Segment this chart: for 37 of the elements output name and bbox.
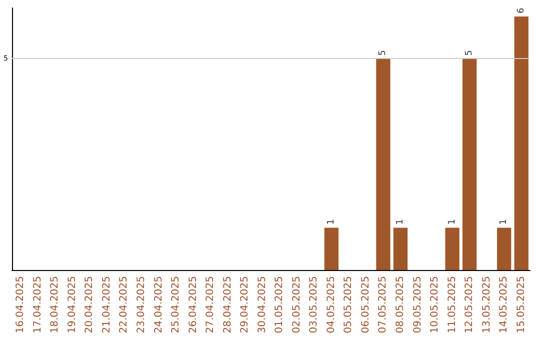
x-tick-label: 13.05.2025 xyxy=(481,276,492,334)
data-label: 1 xyxy=(499,219,510,225)
x-tick-label: 04.05.2025 xyxy=(326,276,337,334)
x-tick-label: 19.04.2025 xyxy=(66,276,78,334)
data-label: 1 xyxy=(396,219,406,225)
x-tick-label: 16.04.2025 xyxy=(15,276,26,334)
x-tick-label: 02.05.2025 xyxy=(291,276,302,334)
x-tick-label: 25.04.2025 xyxy=(170,276,182,334)
data-label: 6 xyxy=(516,7,526,14)
x-tick-label: 09.05.2025 xyxy=(412,276,424,334)
x-tick-label: 30.04.2025 xyxy=(256,276,268,334)
x-tick-label: 11.05.2025 xyxy=(446,276,458,334)
x-tick-label: 22.04.2025 xyxy=(118,276,130,334)
x-tick-label: 20.04.2025 xyxy=(84,276,96,334)
data-label: 1 xyxy=(447,219,458,225)
x-tick-label: 26.04.2025 xyxy=(188,276,199,334)
x-tick-label: 18.04.2025 xyxy=(50,276,61,334)
x-tick-label: 27.04.2025 xyxy=(205,276,216,334)
data-label: 5 xyxy=(378,50,388,56)
x-tick-label: 07.05.2025 xyxy=(378,276,389,334)
x-tick-label: 21.04.2025 xyxy=(101,276,112,334)
x-tick-label: 23.04.2025 xyxy=(136,276,147,334)
x-tick-label: 29.04.2025 xyxy=(240,276,251,334)
x-tick-label: 28.04.2025 xyxy=(222,276,234,334)
x-tick-label: 01.05.2025 xyxy=(274,276,286,334)
x-tick-label: 15.05.2025 xyxy=(516,276,527,334)
data-label: 5 xyxy=(464,50,475,56)
x-tick-label: 08.05.2025 xyxy=(395,276,406,334)
x-tick-label: 06.05.2025 xyxy=(360,276,372,334)
x-tick-label: 14.05.2025 xyxy=(498,276,510,334)
x-tick-label: 10.05.2025 xyxy=(430,276,441,334)
x-tick-label: 05.05.2025 xyxy=(343,276,354,334)
x-tick-label: 03.05.2025 xyxy=(308,276,320,334)
data-label: 1 xyxy=(326,219,336,225)
x-tick-label: 17.04.2025 xyxy=(32,276,44,334)
x-tick-label: 12.05.2025 xyxy=(464,276,476,334)
x-tick-label: 24.04.2025 xyxy=(153,276,164,334)
